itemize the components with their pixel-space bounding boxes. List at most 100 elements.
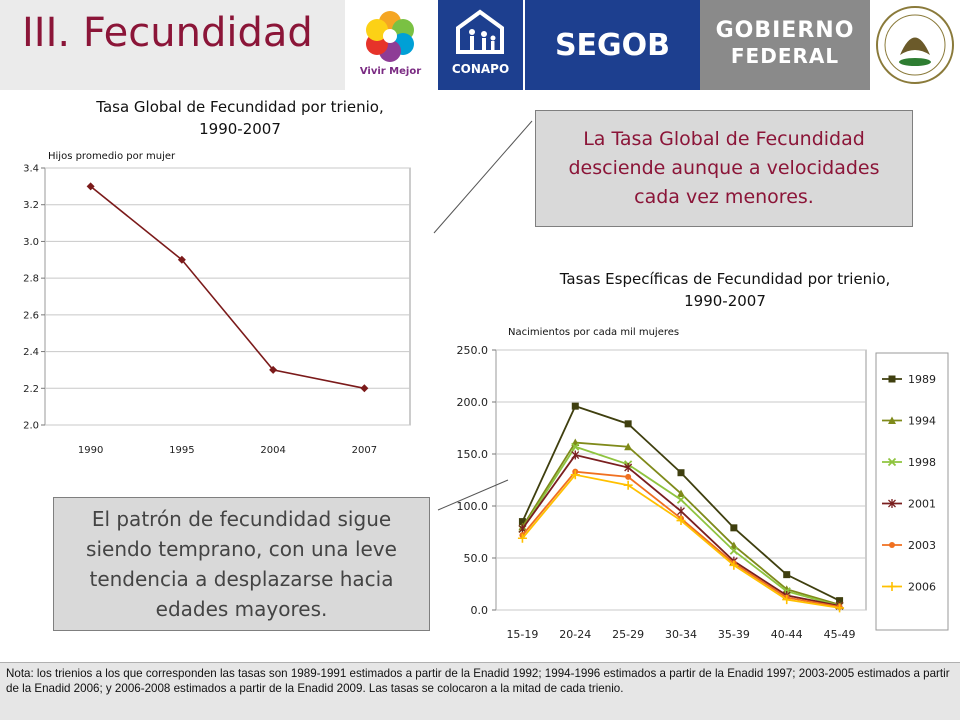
gobierno-text: GOBIERNO xyxy=(715,18,855,43)
legend-label: 2006 xyxy=(908,581,936,594)
chart1-ytick-label: 2.6 xyxy=(23,310,39,321)
chart2-xtick-label: 15-19 xyxy=(506,628,538,641)
legend-marker xyxy=(888,375,896,383)
chart2-data-point xyxy=(571,402,579,410)
chart2-ytick-label: 100.0 xyxy=(457,500,489,513)
legend-label: 1994 xyxy=(908,415,936,428)
escudo-nacional-logo xyxy=(870,0,960,90)
chart2-xtick-label: 25-29 xyxy=(612,628,644,641)
chart1-title-line1: Tasa Global de Fecundidad por trienio, xyxy=(96,98,384,116)
chart2-data-point xyxy=(729,541,738,550)
callout-connector-bottom xyxy=(437,479,509,511)
eagle-seal-icon xyxy=(876,6,954,84)
segob-logo: SEGOB xyxy=(525,0,700,90)
chart1-ytick-label: 2.8 xyxy=(23,274,39,285)
chart1-title-line2: 1990-2007 xyxy=(199,120,281,138)
chart2-data-point xyxy=(836,597,844,605)
chart1-data-point xyxy=(360,384,369,393)
legend-label: 1998 xyxy=(908,456,936,469)
chart2-series-line xyxy=(521,405,840,602)
chart1-xtick-label: 1990 xyxy=(78,445,103,456)
chart1-series-line xyxy=(90,185,365,390)
chart2-data-point xyxy=(677,489,685,498)
chart2-title: Tasas Específicas de Fecundidad por trie… xyxy=(490,270,960,310)
chart1-ylabel: Hijos promedio por mujer xyxy=(48,151,176,162)
chart1-xtick-label: 2004 xyxy=(260,445,285,456)
chart2-ylabel: Nacimientos por cada mil mujeres xyxy=(508,327,679,338)
chart1-data-point xyxy=(86,182,95,191)
chart2-data-point xyxy=(677,506,685,516)
chart2-xtick-label: 45-49 xyxy=(824,628,856,641)
chart1-xtick-label: 2007 xyxy=(352,445,377,456)
federal-text: FEDERAL xyxy=(730,44,840,68)
legend-marker xyxy=(888,499,896,508)
chart2-data-point xyxy=(625,473,632,480)
chart2-ytick-label: 200.0 xyxy=(457,396,489,409)
footnote: Nota: los trienios a los que corresponde… xyxy=(0,662,960,720)
chart2-ytick-label: 250.0 xyxy=(457,344,489,357)
chart2-ytick-label: 150.0 xyxy=(457,448,489,461)
chart2-data-point xyxy=(676,495,686,504)
callout-top: La Tasa Global de Fecundidad desciende a… xyxy=(535,110,913,227)
legend-marker xyxy=(887,582,897,591)
chart2-xtick-label: 35-39 xyxy=(718,628,750,641)
conapo-text: CONAPO xyxy=(451,62,510,76)
chart2-data-point xyxy=(518,518,526,526)
tef-line-chart: Nacimientos por cada mil mujeres 0.0 50.0… xyxy=(457,327,949,641)
chart1-ytick-label: 2.4 xyxy=(23,347,39,358)
chart2-legend-box xyxy=(875,352,949,631)
callout-connector-top xyxy=(433,120,533,234)
legend-item: 1994 xyxy=(882,415,936,428)
chart2-data-point xyxy=(624,442,633,451)
chart2-xtick-label: 40-44 xyxy=(771,628,803,641)
legend-marker xyxy=(888,416,896,424)
chart1-xtick-label: 1995 xyxy=(169,445,194,456)
legend-item: 1998 xyxy=(882,456,936,469)
legend-item: 2006 xyxy=(882,581,936,594)
chart2-ytick-label: 0.0 xyxy=(471,604,489,617)
legend-item: 2001 xyxy=(882,498,936,511)
chart2-series-1998 xyxy=(518,442,844,610)
chart2-data-point xyxy=(835,603,845,613)
chart2-xtick-label: 20-24 xyxy=(559,628,591,641)
chart2-title-line1: Tasas Específicas de Fecundidad por trie… xyxy=(559,270,891,288)
chart2-data-point xyxy=(676,516,686,526)
chart2-series-1989 xyxy=(518,402,844,605)
chart1-ytick-label: 2.0 xyxy=(23,421,39,432)
flower-icon xyxy=(366,11,414,62)
chart2-data-point xyxy=(729,546,738,555)
tgf-line-chart: Hijos promedio por mujer 2.0 2.2 2.4 2.6 2.8… xyxy=(23,151,411,456)
chart2-data-point xyxy=(571,450,580,460)
chart2-data-point xyxy=(730,524,738,532)
legend-marker xyxy=(887,457,897,467)
chart2-data-point xyxy=(624,463,633,473)
vivir-mejor-logo: Vivir Mejor xyxy=(348,0,433,90)
chart2-xtick-label: 30-34 xyxy=(665,628,697,641)
segob-text: SEGOB xyxy=(554,28,671,63)
callout-bottom: El patrón de fecundidad sigue siendo tem… xyxy=(53,497,430,631)
chart2-data-point xyxy=(729,560,739,570)
legend-label: 2001 xyxy=(908,498,936,511)
chart2-data-point xyxy=(570,470,580,480)
chart1-data-point xyxy=(177,255,186,264)
header-title-panel: III. Fecundidad xyxy=(0,0,345,90)
legend-marker xyxy=(889,542,895,548)
chart1-ytick-label: 3.0 xyxy=(23,237,39,248)
chart2-data-point xyxy=(783,571,791,579)
house-icon xyxy=(456,9,504,54)
chart2-ytick-label: 50.0 xyxy=(464,552,489,565)
chart2-data-point xyxy=(623,480,633,490)
chart1-data-point xyxy=(269,365,278,374)
chart1-ytick-label: 3.2 xyxy=(23,200,39,211)
chart2-title-line2: 1990-2007 xyxy=(684,292,766,310)
vivir-mejor-text: Vivir Mejor xyxy=(359,66,422,77)
legend-label: 1989 xyxy=(908,373,936,386)
chart2-data-point xyxy=(571,442,580,451)
legend-label: 2003 xyxy=(908,539,936,552)
chart2-series-2006 xyxy=(517,470,845,613)
page-title: III. Fecundidad xyxy=(22,10,313,56)
chart1-ytick-label: 3.4 xyxy=(23,164,39,175)
chart1-ytick-label: 2.2 xyxy=(23,384,39,395)
legend-item: 2003 xyxy=(882,539,936,552)
legend-item: 1989 xyxy=(882,373,936,386)
